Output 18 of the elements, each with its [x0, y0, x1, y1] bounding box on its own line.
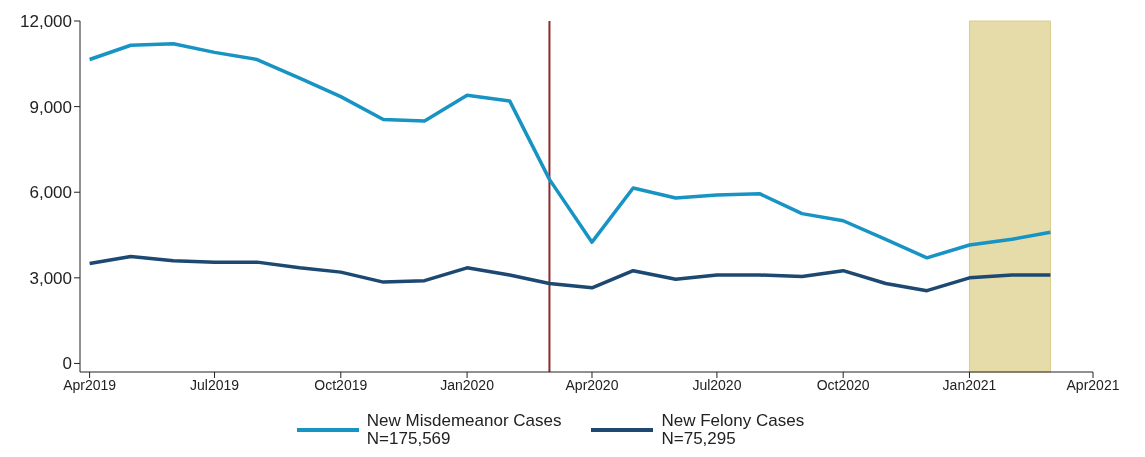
y-tick-label: 3,000 — [29, 268, 72, 288]
x-tick-label: Oct2019 — [314, 376, 368, 393]
x-tick-label: Jan2020 — [440, 376, 495, 393]
y-tick-label: 6,000 — [29, 183, 72, 203]
y-tick-label: 12,000 — [20, 12, 72, 32]
legend-label: New Misdemeanor Cases N=175,569 — [366, 411, 562, 448]
x-tick-label: Apr2021 — [1066, 376, 1120, 393]
x-tick-label: Oct2020 — [816, 376, 870, 393]
x-tick-label: Jan2021 — [942, 376, 997, 393]
line-series — [87, 42, 1053, 260]
x-tick-label: Jul2019 — [189, 376, 240, 393]
y-tick-label: 0 — [62, 354, 72, 374]
x-tick-label: Apr2019 — [63, 376, 117, 393]
line-series — [87, 254, 1053, 293]
x-tick-label: Apr2020 — [565, 376, 619, 393]
y-tick-label: 9,000 — [29, 97, 72, 117]
legend-label: New Felony Cases N=75,295 — [661, 411, 805, 448]
x-tick-label: Jul2020 — [692, 376, 742, 393]
